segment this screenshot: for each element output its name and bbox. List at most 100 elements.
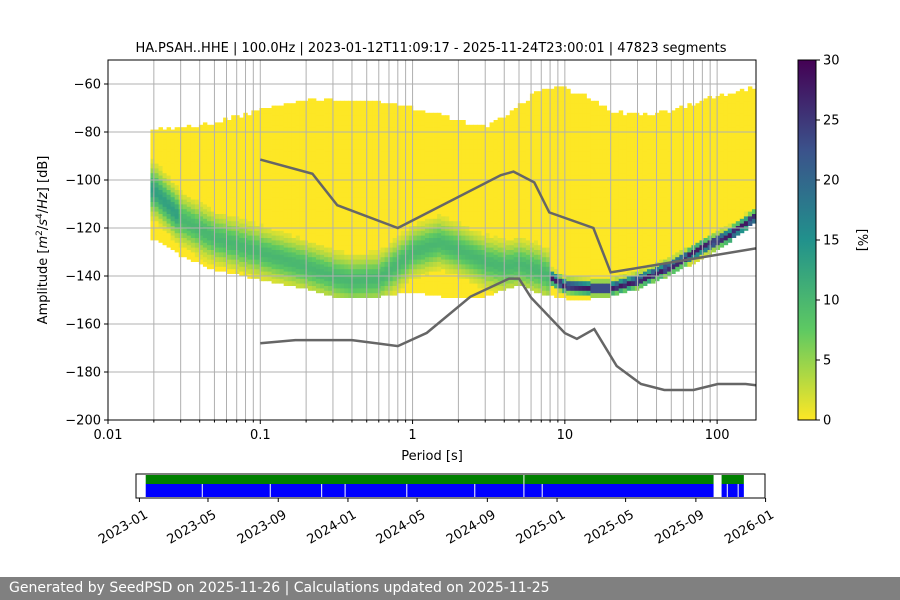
density-cell — [182, 141, 188, 147]
density-cell — [667, 136, 672, 142]
density-cell — [574, 108, 579, 114]
density-cell — [380, 132, 385, 138]
density-cell — [493, 158, 499, 164]
density-cell — [315, 100, 321, 106]
density-cell — [259, 199, 264, 205]
density-cell — [509, 230, 515, 236]
density-cell — [453, 172, 458, 178]
density-cell — [287, 213, 293, 219]
density-cell — [259, 247, 264, 253]
density-cell — [344, 139, 349, 145]
density-cell — [324, 170, 329, 176]
density-cell — [215, 151, 220, 157]
density-cell — [247, 158, 252, 164]
density-cell — [642, 194, 648, 200]
density-cell — [420, 153, 426, 159]
density-cell — [437, 122, 442, 128]
density-cell — [315, 216, 321, 222]
density-cell — [473, 254, 478, 260]
density-cell — [344, 172, 349, 178]
density-cell — [320, 105, 325, 111]
density-cell — [489, 127, 494, 133]
density-cell — [198, 192, 204, 198]
density-cell — [211, 144, 216, 150]
density-cell — [683, 194, 688, 200]
density-cell — [679, 120, 684, 126]
density-cell — [671, 216, 676, 222]
density-cell — [166, 237, 172, 243]
density-cell — [400, 124, 406, 130]
density-cell — [570, 256, 575, 262]
density-cell — [461, 278, 466, 284]
density-cell — [638, 139, 644, 145]
density-cell — [614, 276, 620, 282]
density-cell — [687, 165, 692, 171]
density-cell — [574, 141, 579, 147]
density-cell — [578, 228, 583, 234]
density-cell — [445, 163, 450, 169]
density-cell — [509, 283, 515, 289]
density-cell — [675, 204, 680, 210]
density-cell — [340, 172, 345, 178]
density-cell — [433, 180, 438, 186]
density-cell — [638, 182, 644, 188]
density-cell — [509, 211, 515, 217]
density-cell — [336, 220, 341, 226]
density-cell — [279, 268, 285, 274]
density-cell — [211, 124, 216, 130]
density-cell — [271, 168, 276, 174]
density-cell — [695, 204, 700, 210]
density-cell — [457, 168, 462, 174]
density-cell — [477, 158, 482, 164]
density-cell — [485, 261, 490, 267]
density-cell — [424, 151, 430, 157]
density-cell — [166, 160, 172, 166]
density-cell — [190, 141, 196, 147]
density-cell — [655, 180, 660, 186]
density-cell — [206, 158, 212, 164]
density-cell — [517, 103, 523, 109]
density-cell — [320, 158, 325, 164]
density-cell — [392, 194, 398, 200]
density-cell — [598, 259, 603, 265]
density-cell — [287, 232, 293, 238]
density-cell — [206, 187, 212, 193]
density-cell — [433, 170, 438, 176]
density-cell — [404, 182, 410, 188]
density-cell — [586, 256, 591, 262]
density-cell — [336, 254, 341, 260]
density-cell — [215, 218, 220, 224]
density-cell — [574, 237, 579, 243]
density-cell — [598, 182, 603, 188]
density-cell — [356, 105, 361, 111]
density-cell — [485, 271, 490, 277]
density-cell — [671, 196, 676, 202]
density-cell — [271, 240, 276, 246]
density-cell — [473, 288, 478, 294]
density-cell — [424, 189, 430, 195]
density-cell — [388, 112, 394, 118]
density-cell — [259, 189, 264, 195]
density-cell — [267, 146, 272, 152]
density-cell — [275, 216, 281, 222]
density-cell — [602, 288, 608, 294]
density-cell — [348, 249, 353, 255]
density-cell — [279, 240, 285, 246]
density-cell — [412, 220, 418, 226]
density-cell — [610, 204, 616, 210]
density-cell — [255, 220, 260, 226]
density-cell — [324, 213, 329, 219]
density-cell — [533, 278, 539, 284]
density-cell — [453, 268, 458, 274]
density-cell — [489, 146, 494, 152]
density-cell — [513, 156, 519, 162]
density-cell — [473, 220, 478, 226]
density-cell — [626, 208, 632, 214]
density-cell — [247, 206, 252, 212]
density-cell — [283, 112, 289, 118]
density-cell — [610, 208, 616, 214]
density-cell — [404, 268, 410, 274]
density-cell — [590, 124, 595, 130]
density-cell — [642, 146, 648, 152]
density-cell — [247, 235, 252, 241]
